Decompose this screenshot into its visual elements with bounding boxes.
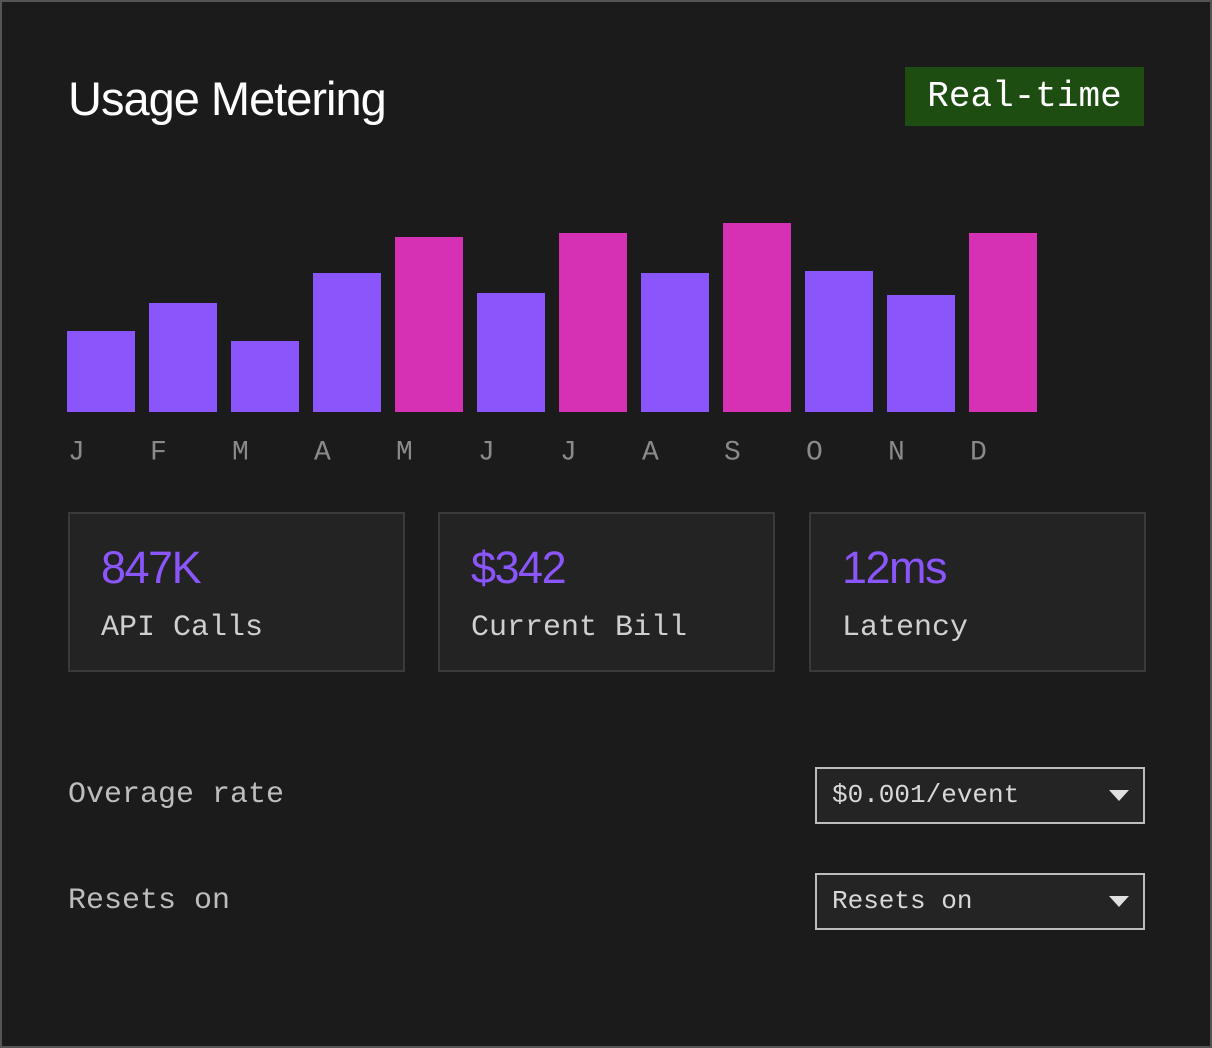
x-tick-label: S (724, 437, 741, 468)
stat-value: 847K (101, 542, 202, 593)
bar (313, 273, 381, 412)
bar (231, 341, 299, 412)
x-tick-label: J (68, 437, 85, 468)
stat-label: Latency (842, 611, 969, 645)
x-tick-label: J (478, 437, 495, 468)
x-tick-label: M (396, 437, 413, 468)
x-tick-label: A (314, 437, 331, 468)
bar (805, 271, 873, 412)
dropdown-value: $0.001/event (832, 780, 1020, 810)
stat-card: $342 Current Bill (438, 512, 775, 672)
badge: Real-time (905, 67, 1144, 126)
setting-label: Resets on (68, 884, 231, 918)
stat-card: 847K API Calls (68, 512, 405, 672)
dropdown-value: Resets on (832, 886, 973, 916)
setting-label: Overage rate (68, 778, 285, 812)
x-tick-label: A (642, 437, 659, 468)
stat-label: Current Bill (471, 611, 688, 645)
title: Usage Metering (68, 72, 387, 125)
bar (67, 331, 135, 412)
bar (559, 233, 627, 412)
dropdown[interactable]: $0.001/event (815, 767, 1145, 824)
x-tick-label: D (970, 437, 987, 468)
stat-label: API Calls (101, 611, 264, 645)
bar (723, 223, 791, 412)
x-tick-label: O (806, 437, 823, 468)
bar (395, 237, 463, 412)
bar (149, 303, 217, 412)
bar (887, 295, 955, 412)
bar (969, 233, 1037, 412)
stat-value: $342 (471, 542, 567, 593)
x-tick-label: M (232, 437, 249, 468)
dropdown[interactable]: Resets on (815, 873, 1145, 930)
dropdown-arrow (1109, 790, 1129, 801)
x-tick-label: F (150, 437, 167, 468)
stat-value: 12ms (842, 542, 948, 593)
x-tick-label: N (888, 437, 905, 468)
bar (477, 293, 545, 412)
stat-card: 12ms Latency (809, 512, 1146, 672)
x-tick-label: J (560, 437, 577, 468)
bar (641, 273, 709, 412)
dropdown-arrow (1109, 896, 1129, 907)
